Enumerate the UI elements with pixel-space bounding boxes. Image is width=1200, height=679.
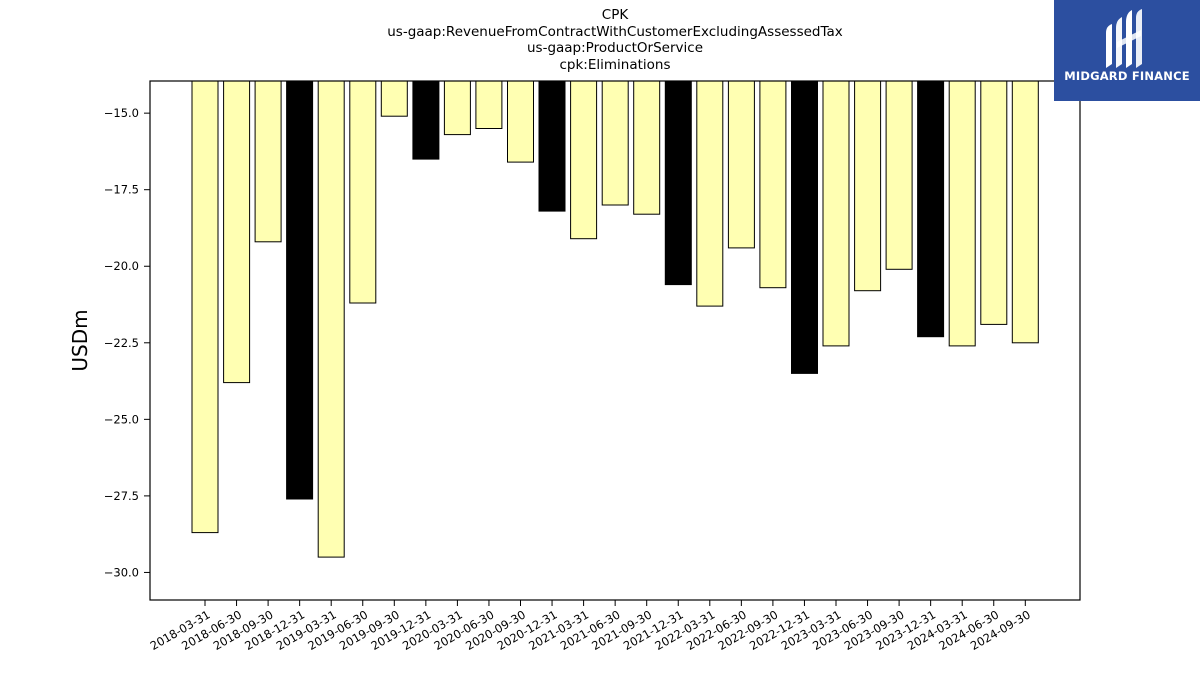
- bar: [254, 80, 282, 243]
- y-tick-label: −27.5: [104, 489, 139, 503]
- bar: [759, 80, 787, 289]
- brand-name: MIDGARD FINANCE: [1064, 69, 1190, 83]
- bar: [822, 80, 850, 347]
- bar: [475, 80, 503, 129]
- y-tick-label: −15.0: [104, 106, 139, 120]
- bar: [223, 80, 251, 384]
- bar: [191, 80, 219, 534]
- y-tick-label: −17.5: [104, 183, 139, 197]
- y-tick-label: −30.0: [104, 565, 139, 579]
- bar: [664, 80, 692, 286]
- y-tick-label: −20.0: [104, 259, 139, 273]
- y-tick-label: −22.5: [104, 336, 139, 350]
- bar: [633, 80, 661, 215]
- chart-title-line: us-gaap:RevenueFromContractWithCustomerE…: [387, 24, 843, 40]
- bar: [286, 80, 314, 500]
- bar: [727, 80, 755, 249]
- chart-title-line: us-gaap:ProductOrService: [527, 40, 703, 56]
- bar: [538, 80, 566, 212]
- midgard-logo-icon: [1106, 9, 1142, 68]
- bar: [570, 80, 598, 240]
- brand-logo: MIDGARD FINANCE: [1054, 0, 1200, 101]
- bar: [696, 80, 724, 307]
- bar: [349, 80, 377, 304]
- bar: [980, 80, 1008, 325]
- bar: [443, 80, 471, 136]
- bar: [601, 80, 629, 206]
- y-axis-label: USDm: [68, 309, 92, 371]
- chart-title-line: CPK: [602, 7, 630, 23]
- bar: [412, 80, 440, 160]
- bar: [791, 80, 818, 374]
- bar: [917, 80, 945, 338]
- bar: [1011, 80, 1039, 344]
- bar: [948, 80, 976, 347]
- bar: [380, 80, 408, 117]
- chart-title-line: cpk:Eliminations: [559, 57, 670, 73]
- bar: [317, 80, 345, 558]
- bar: [507, 80, 534, 163]
- y-tick-label: −25.0: [104, 412, 139, 426]
- bar: [854, 80, 882, 292]
- bar: [885, 80, 913, 270]
